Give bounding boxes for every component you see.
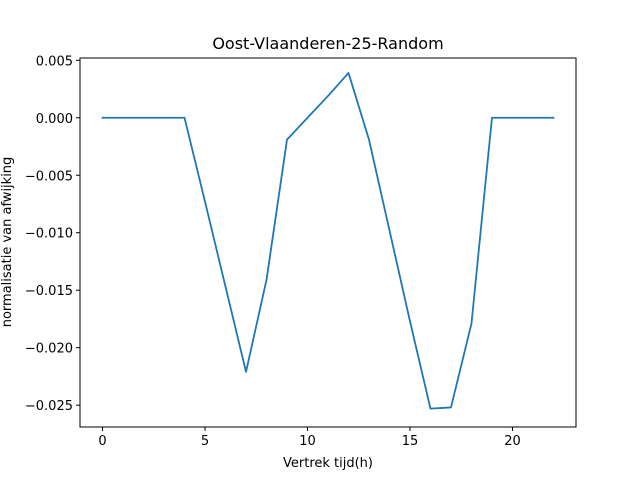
y-tick-label: 0.005 — [36, 54, 73, 69]
x-tick-label: 5 — [201, 434, 209, 449]
y-tick-label: −0.025 — [25, 399, 73, 414]
series-group — [101, 72, 555, 410]
x-tick-label: 10 — [299, 434, 316, 449]
y-tick-label: −0.015 — [25, 284, 73, 299]
y-tick-label: −0.010 — [25, 227, 73, 242]
plot-area — [80, 58, 576, 427]
series-line — [101, 72, 555, 410]
y-tick-label: −0.005 — [25, 169, 73, 184]
x-tick-label: 0 — [98, 434, 106, 449]
chart-title: Oost-Vlaanderen-25-Random — [212, 34, 443, 53]
ticks-group: 0 5 10 15 20 0.005 0.000 −0.005 −0.010 −0.015 −0.0… — [25, 54, 521, 449]
y-tick-label: 0.000 — [36, 112, 73, 127]
x-tick-label: 20 — [504, 434, 521, 449]
x-tick-label: 15 — [402, 434, 419, 449]
y-tick-label: −0.020 — [25, 342, 73, 357]
axes-frame — [79, 57, 577, 428]
x-axis-label: Vertrek tijd(h) — [283, 456, 373, 471]
y-axis-label: normalisatie van afwijking — [0, 157, 15, 328]
